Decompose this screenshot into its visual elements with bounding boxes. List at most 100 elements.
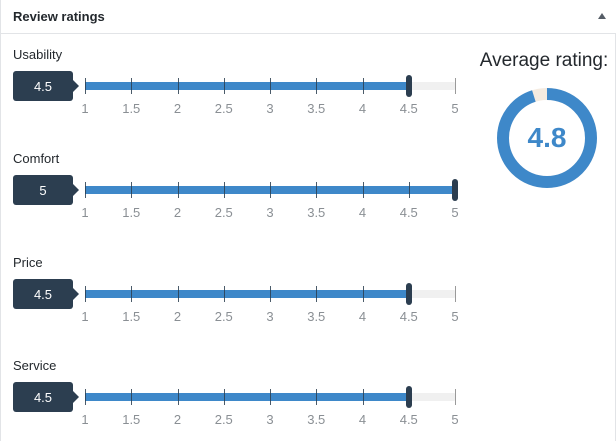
slider-tick — [131, 182, 133, 198]
slider-tick-label: 1 — [81, 101, 89, 116]
slider-tick — [316, 286, 318, 302]
slider-tick — [131, 78, 133, 94]
slider-tick — [270, 389, 271, 405]
rating-row-comfort: Comfort 5 1 1.5 2 2.5 3 3.5 4 4.5 5 — [1, 151, 471, 251]
slider-handle[interactable] — [405, 75, 412, 97]
slider-tick-label: 1 — [81, 205, 89, 220]
rating-value-badge: 4.5 — [13, 71, 79, 101]
slider-tick-labels: 1 1.5 2 2.5 3 3.5 4 4.5 5 — [81, 412, 459, 428]
slider-tick — [362, 78, 364, 94]
rating-value-badge: 4.5 — [13, 382, 79, 412]
slider-tick-labels: 1 1.5 2 2.5 3 3.5 4 4.5 5 — [81, 101, 459, 117]
slider-tick — [177, 286, 179, 302]
slider-tick-labels: 1 1.5 2 2.5 3 3.5 4 4.5 5 — [81, 205, 458, 221]
rating-slider[interactable] — [85, 179, 458, 201]
slider-handle[interactable] — [405, 386, 412, 408]
slider-tick — [362, 286, 364, 302]
slider-tick-label: 1.5 — [122, 412, 141, 427]
slider-tick-label: 1 — [81, 412, 89, 427]
slider-tick — [177, 389, 179, 405]
caret-up-icon — [598, 13, 606, 19]
slider-tick — [223, 78, 225, 94]
slider-tick — [316, 78, 318, 94]
slider-tick-label: 3 — [266, 309, 274, 324]
panel-title: Review ratings — [13, 9, 105, 24]
slider-tick — [270, 182, 271, 198]
slider-tick-label: 2.5 — [214, 309, 233, 324]
slider-tick — [85, 286, 86, 302]
slider-tick-label: 5 — [451, 101, 459, 116]
rating-label: Price — [13, 255, 43, 270]
slider-handle[interactable] — [452, 179, 458, 201]
slider-tick-label: 4 — [358, 101, 367, 116]
slider-tick-label: 3 — [266, 205, 274, 220]
collapse-toggle-button[interactable] — [591, 5, 615, 29]
panel-header: Review ratings — [1, 0, 616, 34]
slider-tick-label: 3 — [266, 101, 274, 116]
average-rating-label: Average rating: — [479, 50, 609, 71]
slider-fill — [85, 393, 409, 401]
slider-tick-label: 2 — [173, 101, 182, 116]
slider-tick — [131, 286, 133, 302]
slider-tick-label: 2 — [173, 412, 182, 427]
slider-tick-label: 4 — [358, 412, 367, 427]
slider-tick — [316, 389, 318, 405]
slider-fill — [85, 82, 409, 90]
rating-value-badge: 4.5 — [13, 279, 79, 309]
slider-tick-label: 2.5 — [214, 412, 233, 427]
slider-tick-label: 1 — [81, 309, 89, 324]
slider-tick-label: 2.5 — [214, 101, 233, 116]
rating-label: Usability — [13, 47, 63, 62]
rating-row-service: Service 4.5 1 1.5 2 2.5 3 3.5 4 4.5 5 — [1, 358, 471, 441]
slider-tick-label: 4 — [358, 309, 367, 324]
slider-tick — [455, 78, 456, 94]
donut-fill — [497, 88, 597, 188]
slider-tick-label: 3.5 — [307, 309, 326, 324]
slider-tick — [270, 286, 271, 302]
rating-slider[interactable] — [85, 386, 456, 408]
rating-slider[interactable] — [85, 283, 456, 305]
slider-tick-label: 1.5 — [122, 205, 141, 220]
slider-tick-label: 1.5 — [122, 309, 141, 324]
slider-tick-label: 4.5 — [399, 412, 418, 427]
slider-tick — [177, 78, 179, 94]
slider-tick — [223, 389, 225, 405]
slider-tick — [223, 182, 225, 198]
slider-tick-label: 2 — [173, 205, 182, 220]
slider-tick — [85, 78, 86, 94]
slider-tick-label: 4 — [358, 205, 367, 220]
slider-tick-label: 3.5 — [307, 205, 326, 220]
slider-tick-label: 1.5 — [122, 101, 141, 116]
rating-row-price: Price 4.5 1 1.5 2 2.5 3 3.5 4 4.5 5 — [1, 255, 471, 355]
rating-slider[interactable] — [85, 75, 456, 97]
slider-tick — [362, 182, 364, 198]
slider-tick-label: 2.5 — [214, 205, 233, 220]
slider-tick — [177, 182, 179, 198]
slider-tick-label: 5 — [451, 412, 459, 427]
slider-handle[interactable] — [405, 283, 412, 305]
slider-tick — [455, 286, 456, 302]
slider-tick — [223, 286, 225, 302]
average-rating-value: 4.8 — [527, 122, 567, 153]
slider-tick — [85, 389, 86, 405]
rating-row-usability: Usability 4.5 1 1.5 2 2.5 3 3.5 4 4.5 5 — [1, 47, 471, 147]
slider-tick-label: 4.5 — [399, 101, 418, 116]
slider-tick-label: 5 — [451, 309, 459, 324]
slider-tick — [85, 182, 86, 198]
slider-tick-label: 3.5 — [307, 101, 326, 116]
slider-tick-label: 3 — [266, 412, 274, 427]
slider-tick-labels: 1 1.5 2 2.5 3 3.5 4 4.5 5 — [81, 309, 459, 325]
slider-tick-label: 2 — [173, 309, 182, 324]
slider-tick — [316, 182, 318, 198]
slider-tick — [408, 182, 410, 198]
average-rating-donut — [497, 88, 597, 188]
rating-label: Comfort — [13, 151, 60, 166]
rating-value-badge: 5 — [13, 175, 79, 205]
slider-fill — [85, 290, 409, 298]
slider-tick — [131, 389, 133, 405]
rating-label: Service — [13, 358, 57, 373]
slider-tick — [455, 389, 456, 405]
slider-tick-label: 3.5 — [307, 412, 326, 427]
slider-tick-label: 4.5 — [399, 309, 418, 324]
